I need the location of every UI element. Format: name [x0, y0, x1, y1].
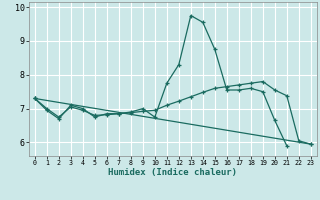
- X-axis label: Humidex (Indice chaleur): Humidex (Indice chaleur): [108, 168, 237, 177]
